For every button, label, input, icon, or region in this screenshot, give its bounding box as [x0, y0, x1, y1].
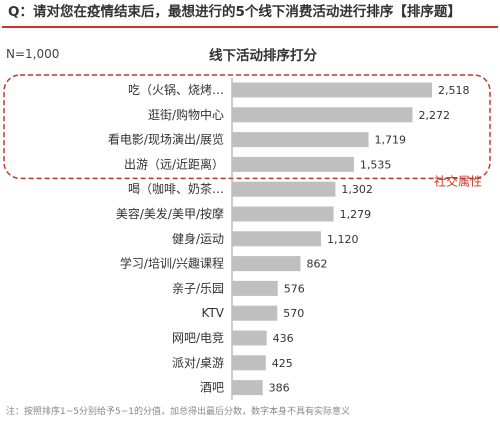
- footnote: 注：按照排序1~5分别给予5~1的分值，加总得出最后分数，数字本身不具有实际意义: [6, 407, 350, 417]
- bar: [232, 330, 267, 346]
- category-label: 看电影/现场演出/展览: [108, 132, 224, 147]
- value-label: 2,518: [438, 84, 470, 97]
- value-label: 2,272: [418, 109, 450, 122]
- category-label: 派对/桌游: [172, 356, 224, 370]
- bar: [232, 231, 321, 247]
- bar: [232, 305, 278, 321]
- value-label: 1,535: [360, 158, 392, 171]
- category-label: 学习/培训/兴趣课程: [120, 256, 224, 271]
- value-label: 436: [273, 332, 294, 345]
- bar: [232, 156, 354, 172]
- value-label: 1,120: [327, 233, 359, 246]
- bar-chart: 社交属性 吃（火锅、烧烤… 2,518 逛街/购物中心 2,272 看电影/现场演出/展览…: [3, 74, 491, 400]
- bar: [232, 107, 413, 123]
- highlight-box: [3, 74, 491, 180]
- bar: [232, 280, 278, 296]
- value-label: 570: [283, 307, 304, 320]
- category-label: 逛街/购物中心: [148, 107, 224, 122]
- bar: [232, 132, 369, 148]
- category-label: 出游（远/近距离）: [124, 156, 224, 171]
- bar: [232, 206, 334, 222]
- value-label: 1,302: [341, 183, 373, 196]
- category-label: 网吧/电竞: [172, 331, 224, 345]
- bar: [232, 82, 432, 98]
- bar: [232, 355, 266, 371]
- value-label: 425: [272, 357, 293, 370]
- category-label: 亲子/乐园: [172, 281, 224, 295]
- bar: [232, 256, 301, 272]
- sample-size-label: N=1,000: [6, 47, 60, 61]
- bar: [232, 380, 263, 396]
- value-label: 1,719: [375, 134, 407, 147]
- category-label: 健身/运动: [172, 231, 224, 246]
- bar: [232, 181, 336, 197]
- category-label: KTV: [202, 306, 225, 320]
- chart-title: 线下活动排序打分: [209, 48, 317, 64]
- title-divider: [2, 26, 498, 28]
- value-label: 1,279: [340, 208, 372, 221]
- category-label: 酒吧: [200, 381, 224, 395]
- question-title: Q：请对您在疫情结束后，最想进行的5个线下消费活动进行排序【排序题】: [8, 4, 461, 20]
- category-label: 喝（咖啡、奶茶…: [128, 181, 224, 196]
- highlight-label: 社交属性: [434, 173, 482, 188]
- category-label: 美容/美发/美甲/按摩: [116, 206, 224, 221]
- value-label: 576: [284, 282, 305, 295]
- category-label: 吃（火锅、烧烤…: [128, 82, 224, 97]
- value-label: 386: [269, 382, 290, 395]
- value-label: 862: [306, 258, 327, 271]
